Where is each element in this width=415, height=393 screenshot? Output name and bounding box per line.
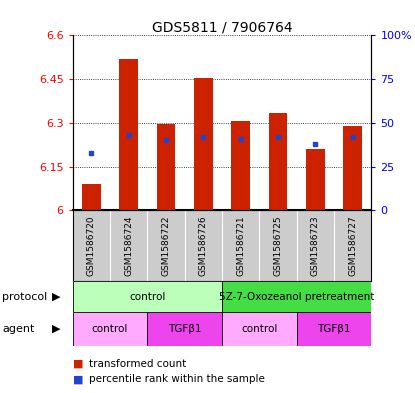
Bar: [120, 59, 138, 210]
Text: percentile rank within the sample: percentile rank within the sample: [89, 374, 265, 384]
Text: GSM1586726: GSM1586726: [199, 215, 208, 276]
Text: ▶: ▶: [52, 292, 60, 302]
Text: control: control: [129, 292, 166, 302]
Text: GSM1586721: GSM1586721: [236, 215, 245, 276]
Bar: [232, 121, 250, 210]
Text: agent: agent: [2, 324, 34, 334]
Text: TGFβ1: TGFβ1: [168, 324, 201, 334]
Text: protocol: protocol: [2, 292, 47, 302]
Text: GSM1586723: GSM1586723: [311, 215, 320, 276]
Text: GSM1586724: GSM1586724: [124, 215, 133, 276]
Text: GSM1586727: GSM1586727: [348, 215, 357, 276]
Bar: [269, 113, 288, 210]
Bar: [297, 312, 371, 346]
Text: ■: ■: [73, 358, 83, 369]
Bar: [344, 126, 362, 210]
Bar: [147, 312, 222, 346]
Text: TGFβ1: TGFβ1: [317, 324, 351, 334]
Bar: [157, 124, 176, 210]
Text: GSM1586722: GSM1586722: [161, 215, 171, 276]
Text: control: control: [92, 324, 128, 334]
Text: ■: ■: [73, 374, 83, 384]
Bar: [222, 312, 297, 346]
Text: transformed count: transformed count: [89, 358, 186, 369]
Bar: [82, 184, 101, 210]
Bar: [194, 78, 213, 210]
Text: GSM1586725: GSM1586725: [273, 215, 283, 276]
Bar: [73, 312, 147, 346]
Bar: [306, 149, 325, 210]
Text: control: control: [241, 324, 278, 334]
Bar: [73, 281, 222, 312]
Text: GSM1586720: GSM1586720: [87, 215, 96, 276]
Bar: [222, 281, 371, 312]
Text: ▶: ▶: [52, 324, 60, 334]
Title: GDS5811 / 7906764: GDS5811 / 7906764: [152, 20, 292, 34]
Text: 5Z-7-Oxozeanol pretreatment: 5Z-7-Oxozeanol pretreatment: [219, 292, 374, 302]
